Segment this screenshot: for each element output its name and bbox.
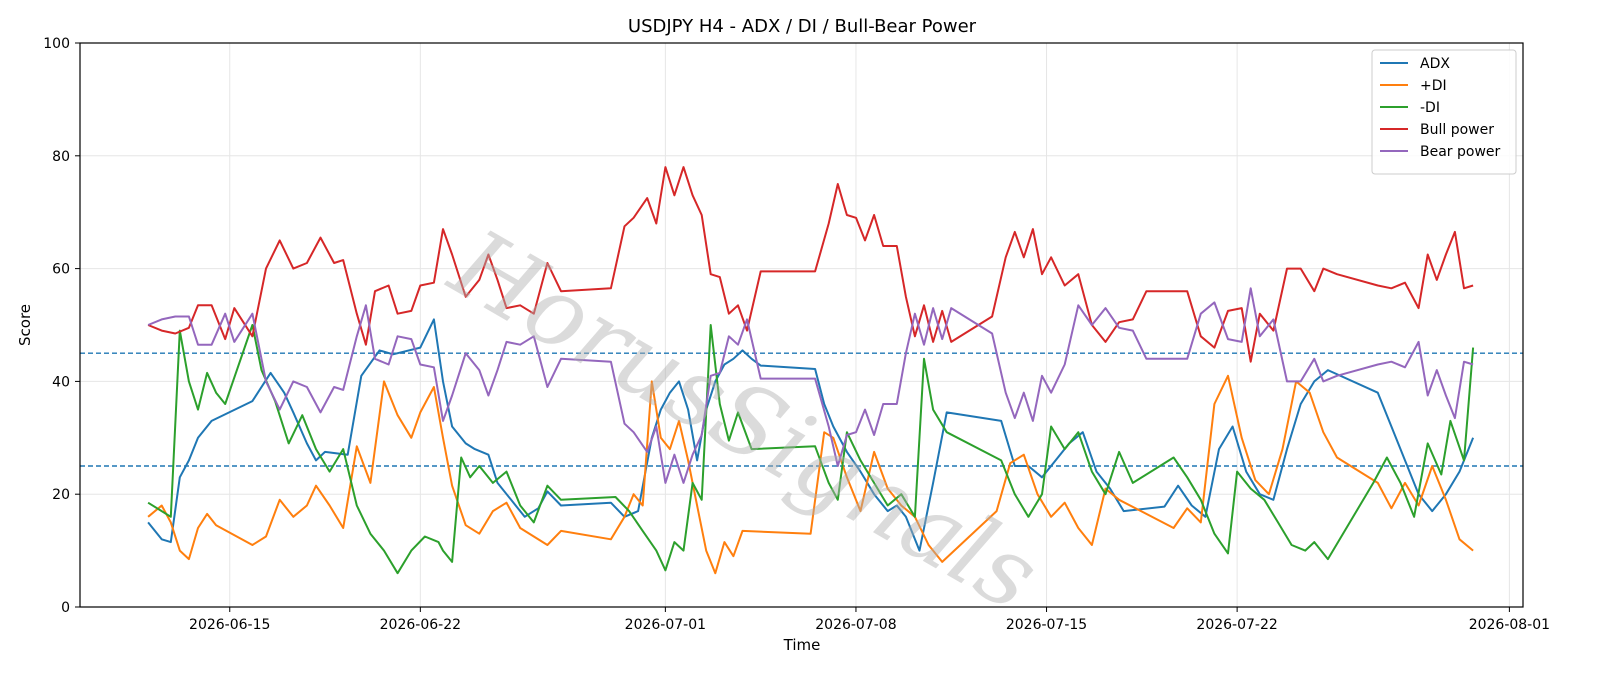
x-tick-label: 2026-07-01 [625, 617, 706, 633]
series-line-di [147, 324, 1475, 575]
y-tick-label: 40 [52, 374, 70, 390]
series-line-bear-power [147, 287, 1474, 484]
x-tick-label: 2026-06-22 [380, 617, 461, 633]
x-axis-label: Time [783, 636, 821, 654]
series-line-di [147, 374, 1474, 575]
legend: ADX +DI -DI Bull power Bear power [1371, 49, 1517, 175]
x-tick-label: 2026-08-01 [1469, 617, 1550, 633]
legend-label: +DI [1420, 78, 1447, 94]
x-axis-ticks: 2026-06-15 2026-06-22 2026-07-01 2026-07-08… [189, 607, 1550, 633]
plot-frame [79, 42, 1524, 608]
legend-label: Bull power [1420, 122, 1494, 138]
chart-title: USDJPY H4 - ADX / DI / Bull-Bear Power [628, 16, 977, 37]
x-tick-label: 2026-06-15 [189, 617, 270, 633]
legend-label: -DI [1420, 100, 1440, 116]
y-axis-label: Score [16, 304, 34, 346]
legend-label: ADX [1420, 56, 1450, 72]
x-tick-label: 2026-07-22 [1196, 617, 1277, 633]
y-axis-ticks: 0 20 40 60 80 100 [43, 36, 80, 616]
y-tick-label: 0 [61, 600, 70, 616]
x-tick-label: 2026-07-15 [1006, 617, 1087, 633]
y-tick-label: 100 [43, 36, 70, 52]
series-line-bull-power [147, 166, 1474, 363]
y-tick-label: 80 [52, 149, 70, 165]
series-lines [147, 166, 1475, 575]
legend-label: Bear power [1420, 144, 1501, 160]
y-tick-label: 60 [52, 262, 70, 278]
y-tick-label: 20 [52, 487, 70, 503]
series-line-adx [147, 318, 1475, 552]
x-tick-label: 2026-07-08 [815, 617, 896, 633]
legend-box [1371, 49, 1517, 175]
